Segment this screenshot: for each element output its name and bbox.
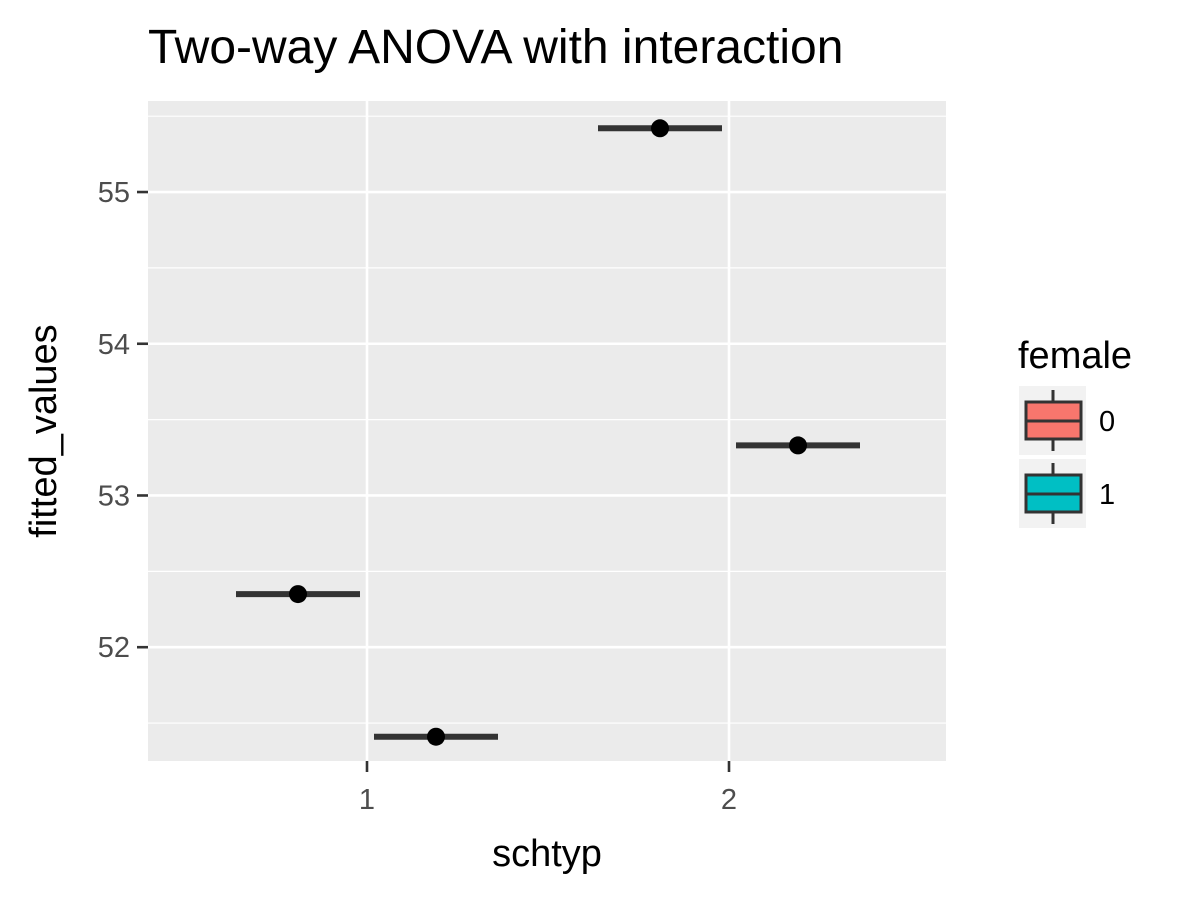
legend: female 0 1 xyxy=(1018,335,1132,528)
mean-point-0-2 xyxy=(651,119,669,138)
y-tick-label: 55 xyxy=(98,177,130,209)
legend-label-1: 1 xyxy=(1099,479,1115,511)
x-axis-title: schtyp xyxy=(492,833,602,875)
mean-point-1-1 xyxy=(427,727,445,746)
x-tick-label: 2 xyxy=(721,784,737,816)
major-gridlines xyxy=(148,101,946,761)
legend-title: female xyxy=(1018,335,1132,377)
y-tick-label: 52 xyxy=(98,632,130,664)
y-axis-title: fitted_values xyxy=(23,324,65,537)
x-tick-label: 1 xyxy=(359,784,375,816)
legend-label-0: 0 xyxy=(1099,406,1115,438)
y-tick-label: 54 xyxy=(98,329,130,361)
data-marks xyxy=(236,119,860,746)
mean-point-1-2 xyxy=(789,436,807,455)
y-axis: 52 53 54 55 xyxy=(98,177,148,664)
plot-panel xyxy=(148,101,946,761)
minor-gridlines xyxy=(148,115,946,724)
mean-point-0-1 xyxy=(289,585,307,604)
chart-title: Two-way ANOVA with interaction xyxy=(148,21,843,74)
y-tick-label: 53 xyxy=(98,480,130,512)
